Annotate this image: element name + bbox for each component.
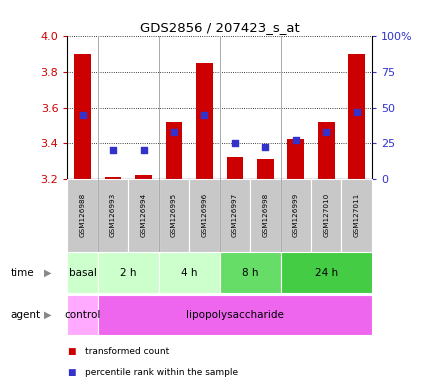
Bar	[98, 179, 128, 252]
Bar	[135, 175, 151, 179]
Text: ▶: ▶	[43, 310, 51, 320]
Bar	[219, 252, 280, 293]
Text: GSM127011: GSM127011	[353, 193, 359, 237]
Bar	[226, 157, 243, 179]
Text: ■: ■	[67, 347, 76, 356]
Text: ■: ■	[67, 368, 76, 377]
Bar	[98, 252, 158, 293]
Bar	[256, 159, 273, 179]
Text: time: time	[11, 268, 34, 278]
Point	[352, 109, 359, 115]
Bar	[280, 179, 310, 252]
Text: GSM126994: GSM126994	[140, 193, 146, 237]
Point	[231, 140, 238, 146]
Text: GSM126999: GSM126999	[292, 193, 298, 237]
Bar	[189, 179, 219, 252]
Text: 24 h: 24 h	[314, 268, 337, 278]
Bar	[67, 295, 98, 335]
Bar	[67, 179, 98, 252]
Bar	[165, 122, 182, 179]
Text: control: control	[64, 310, 101, 320]
Text: GSM126995: GSM126995	[171, 193, 177, 237]
Text: 2 h: 2 h	[120, 268, 136, 278]
Text: lipopolysaccharide: lipopolysaccharide	[186, 310, 283, 320]
Bar	[250, 179, 280, 252]
Text: 8 h: 8 h	[241, 268, 258, 278]
Point	[261, 144, 268, 151]
Bar	[287, 139, 303, 179]
Bar	[128, 179, 158, 252]
Bar	[219, 179, 250, 252]
Bar	[158, 179, 189, 252]
Text: ▶: ▶	[43, 268, 51, 278]
Bar	[105, 177, 121, 179]
Bar	[348, 54, 364, 179]
Point	[140, 147, 147, 153]
Text: agent: agent	[11, 310, 41, 320]
Point	[322, 129, 329, 135]
Bar	[67, 252, 98, 293]
Text: GSM126988: GSM126988	[79, 193, 85, 237]
Point	[79, 112, 86, 118]
Text: GSM126997: GSM126997	[231, 193, 237, 237]
Bar	[158, 252, 219, 293]
Point	[170, 129, 177, 135]
Bar	[310, 179, 341, 252]
Point	[109, 147, 116, 153]
Text: percentile rank within the sample: percentile rank within the sample	[85, 368, 237, 377]
Text: transformed count: transformed count	[85, 347, 169, 356]
Bar	[317, 122, 334, 179]
Text: GSM126993: GSM126993	[110, 193, 116, 237]
Bar	[280, 252, 371, 293]
Text: GSM126996: GSM126996	[201, 193, 207, 237]
Point	[292, 137, 299, 143]
Bar	[341, 179, 371, 252]
Title: GDS2856 / 207423_s_at: GDS2856 / 207423_s_at	[139, 21, 299, 34]
Bar	[74, 54, 91, 179]
Point	[201, 112, 207, 118]
Text: GSM127010: GSM127010	[322, 193, 329, 237]
Bar	[196, 63, 212, 179]
Text: 4 h: 4 h	[181, 268, 197, 278]
Text: GSM126998: GSM126998	[262, 193, 268, 237]
Text: basal: basal	[69, 268, 96, 278]
